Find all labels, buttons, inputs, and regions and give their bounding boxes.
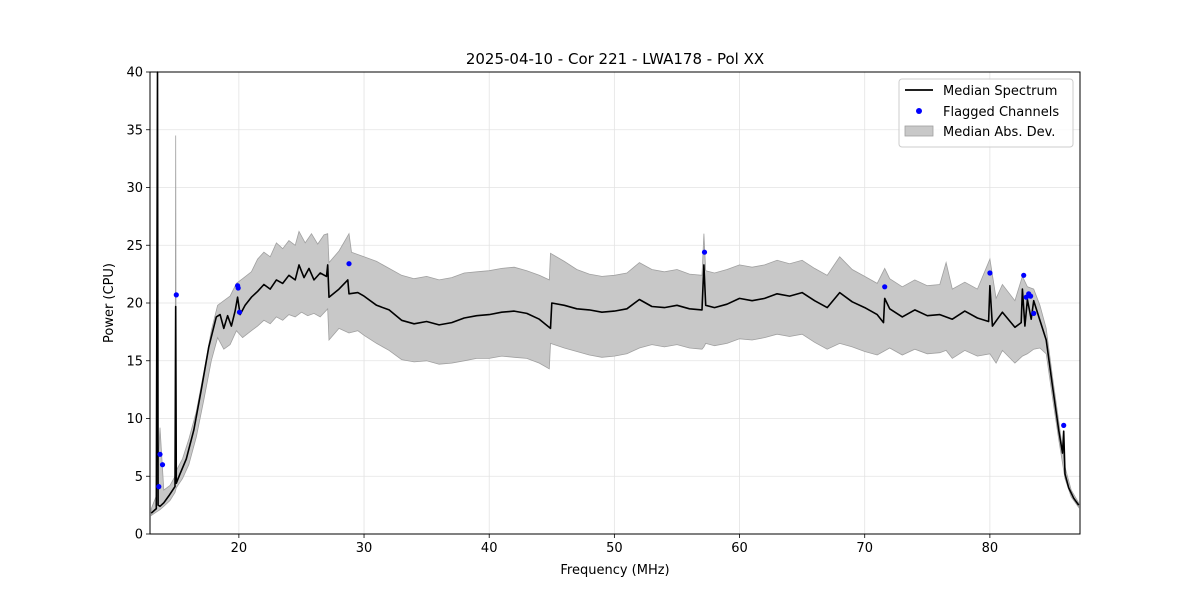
flagged-channel-point bbox=[1021, 272, 1027, 278]
x-tick-label: 30 bbox=[356, 541, 373, 556]
flagged-channel-point bbox=[1031, 310, 1037, 316]
x-tick-label: 70 bbox=[856, 541, 873, 556]
flagged-channel-point bbox=[173, 292, 179, 298]
x-tick-label: 60 bbox=[731, 541, 748, 556]
flagged-channel-point bbox=[157, 451, 163, 457]
flagged-channel-point bbox=[159, 462, 166, 468]
y-tick-label: 20 bbox=[126, 297, 143, 312]
x-tick-label: 50 bbox=[606, 541, 623, 556]
legend-point-swatch bbox=[916, 108, 922, 114]
x-tick-label: 40 bbox=[481, 541, 498, 556]
y-tick-label: 5 bbox=[135, 470, 143, 485]
flagged-channel-point bbox=[156, 484, 162, 490]
flagged-channel-point bbox=[236, 309, 243, 315]
flagged-channel-point bbox=[701, 249, 708, 255]
y-tick-label: 40 bbox=[126, 66, 143, 81]
legend-label-flagged: Flagged Channels bbox=[943, 105, 1059, 120]
legend: Median Spectrum Flagged Channels Median … bbox=[898, 78, 1074, 148]
chart-title: 2025-04-10 - Cor 221 - LWA178 - Pol XX bbox=[466, 50, 764, 68]
legend-label-mad: Median Abs. Dev. bbox=[943, 125, 1055, 140]
x-tick-label: 20 bbox=[231, 541, 248, 556]
flagged-channel-point bbox=[1061, 422, 1067, 428]
median-spectrum-line bbox=[150, 71, 1080, 514]
flagged-channel-point bbox=[987, 270, 993, 276]
x-tick-label: 80 bbox=[982, 541, 999, 556]
y-tick-label: 0 bbox=[135, 528, 143, 543]
legend-label-median: Median Spectrum bbox=[943, 84, 1057, 99]
y-tick-label: 35 bbox=[126, 123, 143, 138]
flagged-channel-point bbox=[882, 284, 888, 290]
x-axis-label: Frequency (MHz) bbox=[560, 563, 669, 578]
y-axis-label: Power (CPU) bbox=[102, 263, 117, 343]
flagged-channel-point bbox=[235, 285, 241, 291]
flagged-channel-point bbox=[1028, 293, 1034, 299]
y-tick-label: 15 bbox=[126, 354, 143, 369]
mad-band-area bbox=[150, 135, 1080, 517]
legend-box bbox=[898, 78, 1074, 148]
flagged-points-layer bbox=[156, 249, 1067, 490]
y-tick-label: 25 bbox=[126, 239, 143, 254]
tick-layer: 20 30 40 50 60 70 80 0 5 10 15 20 25 30 35 40 bbox=[126, 66, 998, 557]
median-line-layer bbox=[150, 71, 1080, 514]
y-tick-label: 30 bbox=[126, 181, 143, 196]
legend-band-swatch bbox=[904, 125, 934, 137]
flagged-channel-point bbox=[346, 261, 352, 267]
mad-band-layer bbox=[150, 135, 1080, 517]
y-tick-label: 10 bbox=[126, 412, 143, 427]
